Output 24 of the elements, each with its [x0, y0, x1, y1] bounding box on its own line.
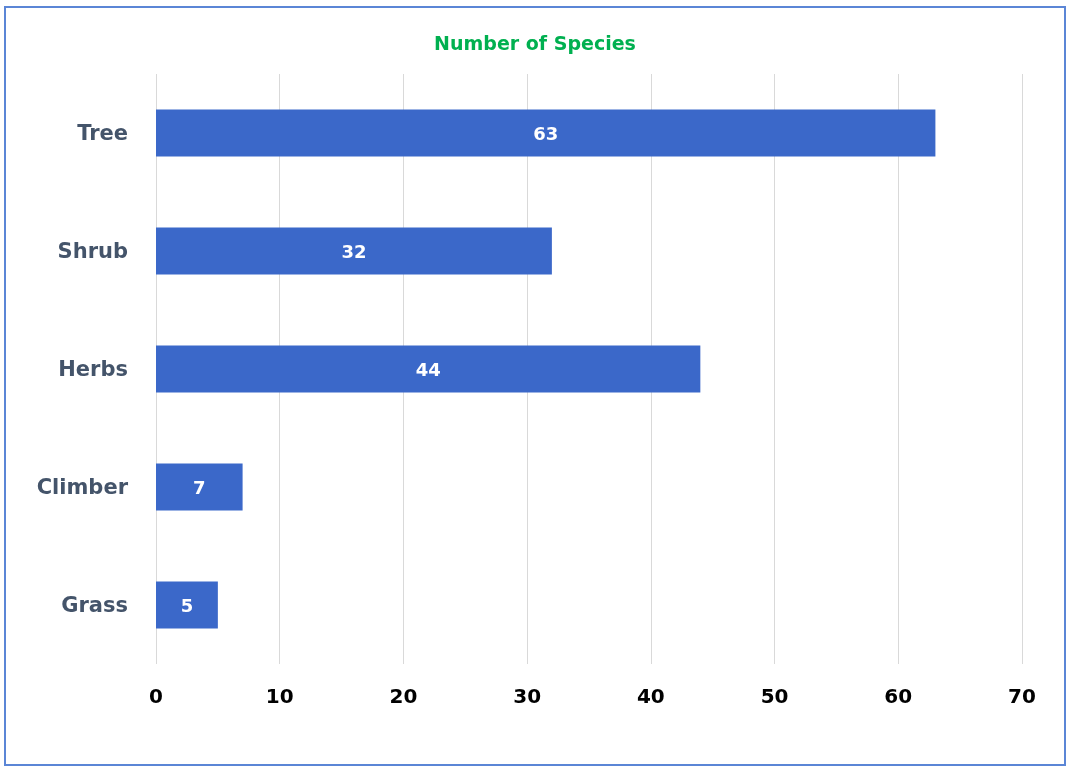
x-tick-label: 70: [1008, 684, 1036, 708]
x-tick-label: 20: [389, 684, 418, 708]
y-tick-label: Herbs: [58, 357, 128, 381]
y-tick-label: Shrub: [57, 239, 128, 263]
data-label: 32: [341, 240, 367, 262]
bar: [156, 463, 243, 511]
x-tick-label: 60: [884, 684, 913, 708]
x-tick-label: 30: [513, 684, 542, 708]
y-tick-label: Climber: [36, 475, 129, 499]
bar: [156, 345, 701, 393]
bar: [156, 227, 552, 275]
bar: [156, 109, 936, 157]
data-label: 63: [533, 122, 559, 144]
x-tick-label: 10: [265, 684, 294, 708]
data-label: 44: [415, 358, 441, 380]
x-tick-label: 50: [760, 684, 789, 708]
bar: [156, 581, 218, 629]
data-label: 5: [180, 594, 194, 616]
data-label: 7: [193, 476, 206, 498]
y-tick-label: Tree: [77, 121, 128, 145]
y-tick-label: Grass: [61, 593, 128, 617]
x-tick-label: 0: [149, 684, 163, 708]
x-tick-label: 40: [636, 684, 665, 708]
chart-title: Number of Species: [434, 31, 636, 54]
